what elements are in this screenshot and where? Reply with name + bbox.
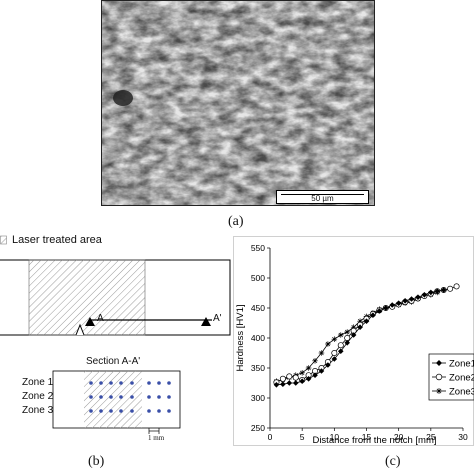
data-point-zone1 <box>292 380 299 386</box>
scale-bar-line <box>281 194 364 195</box>
data-point-zone3 <box>344 329 350 335</box>
data-point-zone3 <box>312 358 318 364</box>
scale-bar-label: 50 µm <box>311 194 334 203</box>
triangle-a-prime <box>201 317 211 326</box>
data-point-zone1 <box>280 381 286 387</box>
x-tick-label: 5 <box>300 432 305 442</box>
dimension-label: 1 mm <box>148 434 165 442</box>
y-axis-label: Hardness [HV1] <box>235 304 246 371</box>
scale-bar-box: 50 µm <box>276 190 369 204</box>
data-point-zone1 <box>286 380 293 386</box>
data-point-zone1 <box>383 305 389 311</box>
x-tick-label: 30 <box>458 432 468 442</box>
data-point-zone2 <box>344 334 351 342</box>
y-tick-label: 300 <box>251 393 265 403</box>
data-point-zone1 <box>376 308 383 314</box>
measurement-points <box>89 381 171 413</box>
section-hatched <box>84 371 142 428</box>
x-tick-label: 15 <box>362 432 372 442</box>
panel-b-label: (b) <box>88 454 105 469</box>
data-point-zone1 <box>370 312 376 318</box>
data-point-zone1 <box>408 296 415 302</box>
x-tick-label: 20 <box>394 432 404 442</box>
data-point-zone1 <box>440 287 447 293</box>
triangle-a <box>85 317 95 326</box>
data-point-zone2 <box>279 375 286 382</box>
legend-laser-treated-area: Laser treated area <box>12 234 102 246</box>
data-point-zone1 <box>395 300 402 306</box>
point-a-label: A <box>97 313 104 324</box>
legend-marker-1 <box>436 360 442 366</box>
data-point-zone1 <box>357 324 363 330</box>
hardness-chart: 0 5 10 15 20 25 30 250 300 350 400 450 500 550 Distanc… <box>235 243 474 446</box>
legend-entry-3: Zone3 <box>449 387 474 398</box>
data-point-zone2 <box>286 373 293 380</box>
data-point-zone2 <box>453 283 460 290</box>
y-tick-label: 550 <box>251 243 265 253</box>
data-point-zone1 <box>273 382 280 388</box>
series-line-1 <box>276 289 444 386</box>
data-point-zone3 <box>331 336 338 342</box>
y-tick-label: 500 <box>251 273 265 283</box>
data-point-zone3 <box>318 350 325 356</box>
data-point-zone1 <box>389 302 396 308</box>
data-point-zone3 <box>305 365 312 371</box>
y-tick-label: 400 <box>251 333 265 343</box>
data-point-zone1 <box>350 332 357 338</box>
panel-c-label: (c) <box>385 454 401 469</box>
data-point-zone3 <box>325 341 331 347</box>
point-a-prime-label: A' <box>213 313 222 324</box>
legend-entry-2: Zone2 <box>449 373 474 384</box>
data-point-zone3 <box>357 318 363 324</box>
dark-spot <box>113 90 133 106</box>
micrograph <box>101 0 375 206</box>
data-point-zone2 <box>292 374 299 381</box>
y-tick-label: 450 <box>251 303 265 313</box>
legend-marker-3 <box>436 388 442 394</box>
section-title: Section A-A' <box>86 356 141 367</box>
x-axis-label: Distance from the notch [mm] <box>312 435 436 446</box>
data-point-zone3 <box>350 324 357 330</box>
data-point-zone1 <box>299 378 305 384</box>
notch <box>75 323 85 336</box>
x-tick-label: 25 <box>426 432 436 442</box>
legend-swatch <box>0 235 7 245</box>
data-point-zone2 <box>447 285 454 292</box>
legend-entry-1: Zone1 <box>449 359 474 370</box>
legend-marker-2 <box>435 373 443 381</box>
zone-3-label: Zone 3 <box>22 405 54 416</box>
data-point-zone3 <box>299 370 305 376</box>
x-tick-label: 10 <box>330 432 340 442</box>
data-point-zone1 <box>325 362 331 368</box>
schematic <box>0 235 231 434</box>
data-point-zone2 <box>337 342 344 349</box>
y-tick-label: 250 <box>251 423 265 433</box>
zone-2-label: Zone 2 <box>22 391 54 402</box>
series-line-3 <box>276 292 438 382</box>
zone-1-label: Zone 1 <box>22 377 54 388</box>
data-point-zone1 <box>415 294 421 300</box>
y-tick-label: 350 <box>251 363 265 373</box>
data-point-zone3 <box>337 332 344 338</box>
data-point-zone2 <box>331 349 338 357</box>
panel-a-label: (a) <box>228 214 244 229</box>
x-tick-label: 0 <box>268 432 273 442</box>
